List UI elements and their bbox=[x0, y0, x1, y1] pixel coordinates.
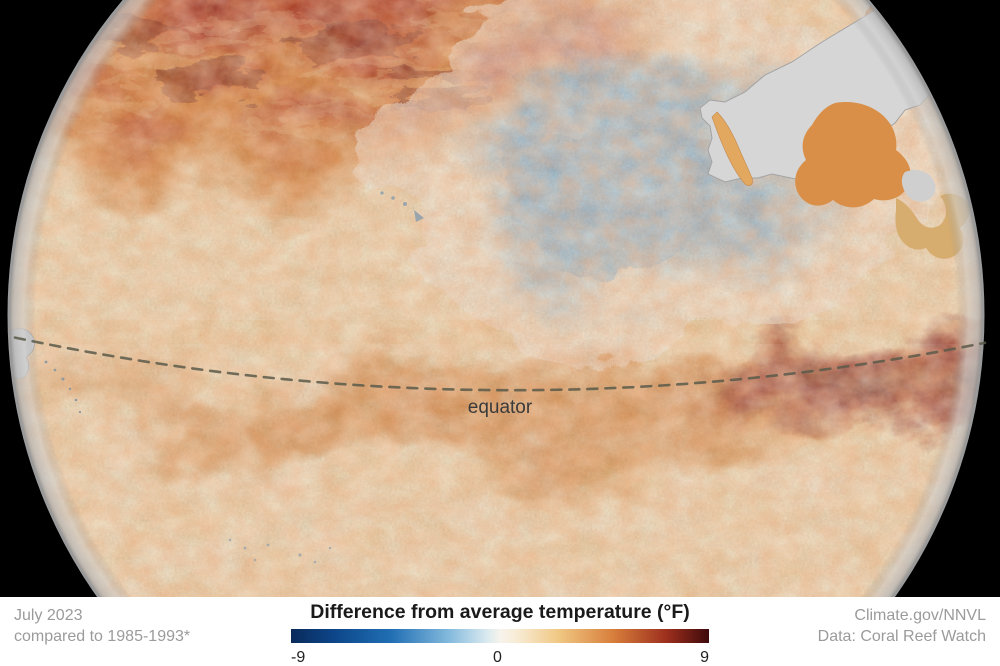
svg-text:equator: equator bbox=[468, 397, 533, 418]
